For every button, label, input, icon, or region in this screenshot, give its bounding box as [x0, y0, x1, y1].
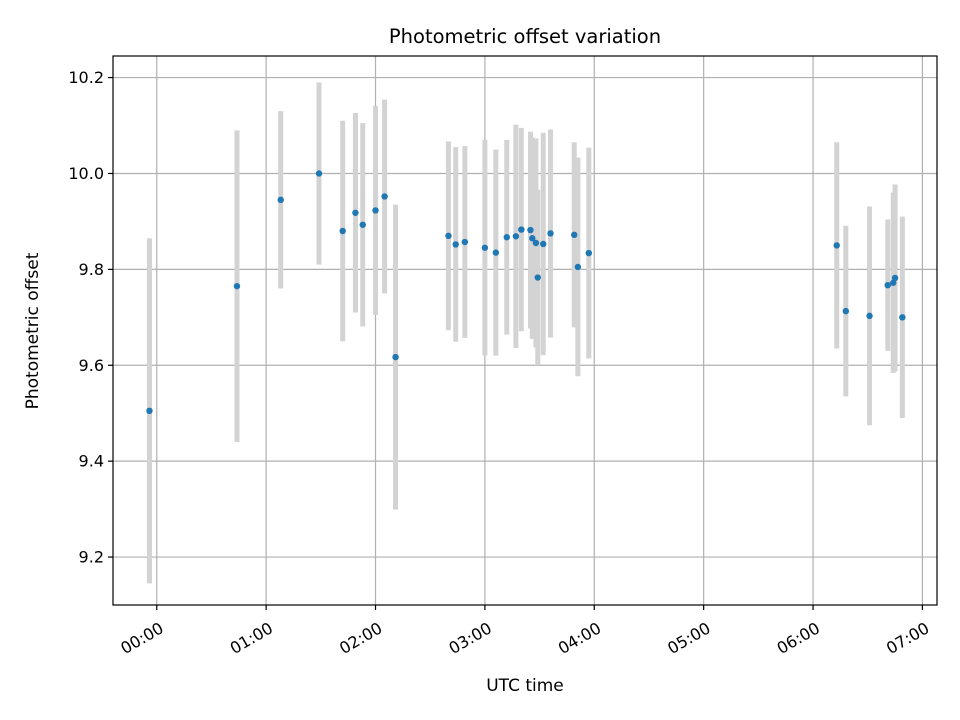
data-point [492, 249, 500, 256]
chart-title: Photometric offset variation [389, 25, 661, 48]
data-point [481, 244, 489, 251]
data-point [359, 221, 366, 228]
y-tick-label: 9.8 [79, 260, 104, 279]
data-points [146, 170, 906, 415]
y-tick-label: 9.6 [79, 356, 104, 375]
data-point [452, 241, 459, 248]
data-point [585, 249, 593, 257]
y-tick-label: 9.2 [79, 548, 104, 567]
y-tick-label: 10.0 [68, 164, 104, 183]
data-point [540, 240, 547, 248]
data-point [352, 209, 359, 216]
data-point [890, 279, 897, 286]
data-point [527, 226, 534, 234]
data-point [315, 170, 323, 177]
y-tick-label: 10.2 [68, 68, 104, 87]
data-point [891, 274, 899, 282]
data-point [534, 274, 541, 281]
data-point [381, 193, 388, 200]
data-point [571, 231, 578, 239]
data-point [842, 307, 850, 315]
data-point [277, 196, 284, 204]
data-point [372, 207, 379, 214]
data-point [392, 353, 399, 361]
grid [113, 56, 937, 605]
data-point [574, 263, 582, 271]
data-point [461, 238, 469, 246]
y-tick-label: 9.4 [79, 452, 104, 471]
x-axis-label: UTC time [486, 676, 564, 696]
data-point [866, 312, 873, 320]
plot-frame [112, 55, 938, 606]
data-point [503, 234, 510, 241]
data-point [547, 230, 554, 237]
data-point [899, 314, 906, 321]
data-point [833, 242, 840, 249]
data-point [512, 233, 520, 240]
data-point [532, 239, 540, 247]
data-point [445, 232, 452, 240]
data-point [146, 407, 153, 415]
y-axis-label: Photometric offset [23, 252, 43, 409]
data-point [884, 281, 891, 289]
data-point [233, 282, 241, 290]
data-point [339, 227, 346, 235]
data-point [518, 226, 525, 233]
data-point [529, 235, 536, 242]
